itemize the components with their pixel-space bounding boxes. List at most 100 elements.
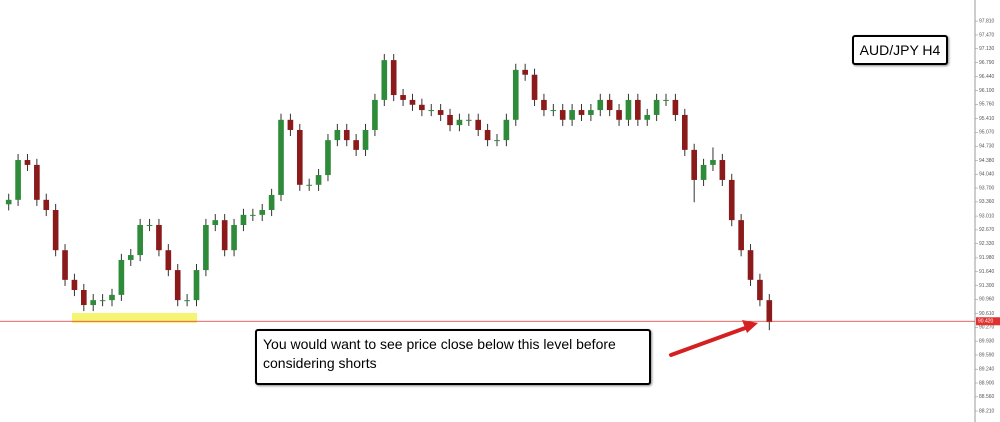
level-label-bg — [976, 317, 1000, 326]
candle-body — [522, 69, 528, 75]
candle-body — [719, 160, 726, 180]
candle-body — [306, 184, 312, 186]
y-tick-label: 93.360 — [979, 199, 995, 205]
candle-body — [362, 129, 369, 150]
y-tick-label: 91.300 — [979, 283, 995, 289]
candle-body — [184, 300, 190, 302]
candle-body — [353, 140, 359, 150]
candle-body — [343, 129, 350, 141]
candle-body — [747, 250, 754, 280]
candle-body — [390, 60, 397, 96]
candle-body — [278, 119, 284, 195]
candle-body — [71, 279, 78, 290]
candle-body — [372, 99, 378, 130]
y-tick-label: 96.790 — [979, 60, 995, 66]
candle-body — [287, 119, 294, 130]
candle-body — [250, 214, 256, 216]
candle-body — [597, 99, 604, 111]
y-tick-label: 88.210 — [979, 408, 995, 414]
candle-body — [710, 160, 716, 165]
candle-body — [381, 60, 388, 100]
candle-body — [653, 99, 660, 115]
y-tick-label: 93.010 — [979, 213, 995, 219]
arrow-head — [742, 320, 758, 333]
y-tick-label: 95.410 — [979, 116, 995, 122]
candle-body — [625, 99, 632, 120]
candle-body — [118, 259, 125, 295]
candle-body — [550, 110, 557, 112]
candle-body — [419, 104, 425, 111]
candle-body — [569, 110, 575, 120]
candle-body — [606, 99, 613, 111]
y-tick-label: 88.900 — [979, 380, 995, 386]
candle-body — [15, 160, 21, 200]
y-tick-label: 94.040 — [979, 172, 995, 178]
candle-body — [738, 220, 744, 251]
candle-body — [193, 270, 200, 301]
candle-body — [221, 220, 228, 251]
candle-body — [137, 225, 143, 256]
y-tick-label: 93.700 — [979, 185, 995, 191]
level-label: 90.420 — [978, 319, 994, 325]
candle-body — [588, 110, 594, 115]
arrow — [669, 320, 758, 357]
candle-body — [635, 99, 641, 120]
candle-body — [663, 99, 669, 101]
y-tick-label: 88.560 — [979, 394, 995, 400]
y-tick-label: 90.270 — [979, 325, 995, 331]
candle-body — [174, 270, 181, 301]
candle-body — [34, 164, 40, 200]
candle-body — [62, 250, 68, 280]
candle-body — [512, 69, 519, 120]
candle-body — [24, 160, 31, 165]
y-tick-label: 92.330 — [979, 241, 995, 247]
candle-body — [466, 119, 472, 121]
y-tick-label: 92.670 — [979, 227, 995, 233]
candle-body — [578, 110, 585, 115]
candle-body — [43, 199, 50, 210]
candle-body — [437, 110, 444, 115]
candle-body — [268, 194, 275, 210]
y-tick-label: 89.590 — [979, 352, 995, 358]
candle-body — [334, 129, 341, 141]
y-tick-label: 97.470 — [979, 32, 995, 38]
candle-body — [325, 140, 331, 176]
candle-body — [99, 300, 106, 302]
candle-body — [644, 114, 651, 120]
candle-body — [156, 225, 162, 251]
candle-body — [127, 255, 134, 260]
candle-body — [672, 99, 679, 115]
candle-body — [146, 225, 153, 227]
candle-body — [81, 289, 87, 306]
y-tick-label: 94.380 — [979, 158, 995, 164]
candle-body — [90, 300, 97, 306]
title-box: AUD/JPY H4 — [852, 35, 948, 65]
y-tick-label: 96.440 — [979, 74, 995, 80]
y-tick-label: 97.810 — [979, 18, 995, 24]
candle-body — [541, 99, 547, 111]
candle-body — [494, 140, 500, 142]
candle-body — [52, 209, 59, 251]
candle-body — [616, 110, 622, 120]
annotation-box: You would want to see price close below … — [255, 329, 651, 385]
candle-body — [757, 279, 763, 301]
candle-body — [109, 294, 115, 301]
candle-body — [503, 119, 510, 141]
candle-body — [296, 129, 303, 185]
y-tick-label: 95.070 — [979, 130, 995, 136]
candle-body — [691, 149, 697, 180]
candle-body — [531, 74, 538, 100]
candle-body — [165, 250, 172, 271]
y-tick-label: 94.730 — [979, 144, 995, 150]
candle-body — [240, 214, 247, 226]
candle-body — [456, 119, 463, 126]
candle-body — [728, 179, 735, 221]
y-tick-label: 91.980 — [979, 255, 995, 261]
y-tick-label: 90.610 — [979, 311, 995, 317]
candle-body — [475, 119, 482, 130]
y-tick-label: 89.240 — [979, 367, 995, 373]
candle-body — [400, 95, 406, 100]
candle-body — [212, 220, 219, 226]
